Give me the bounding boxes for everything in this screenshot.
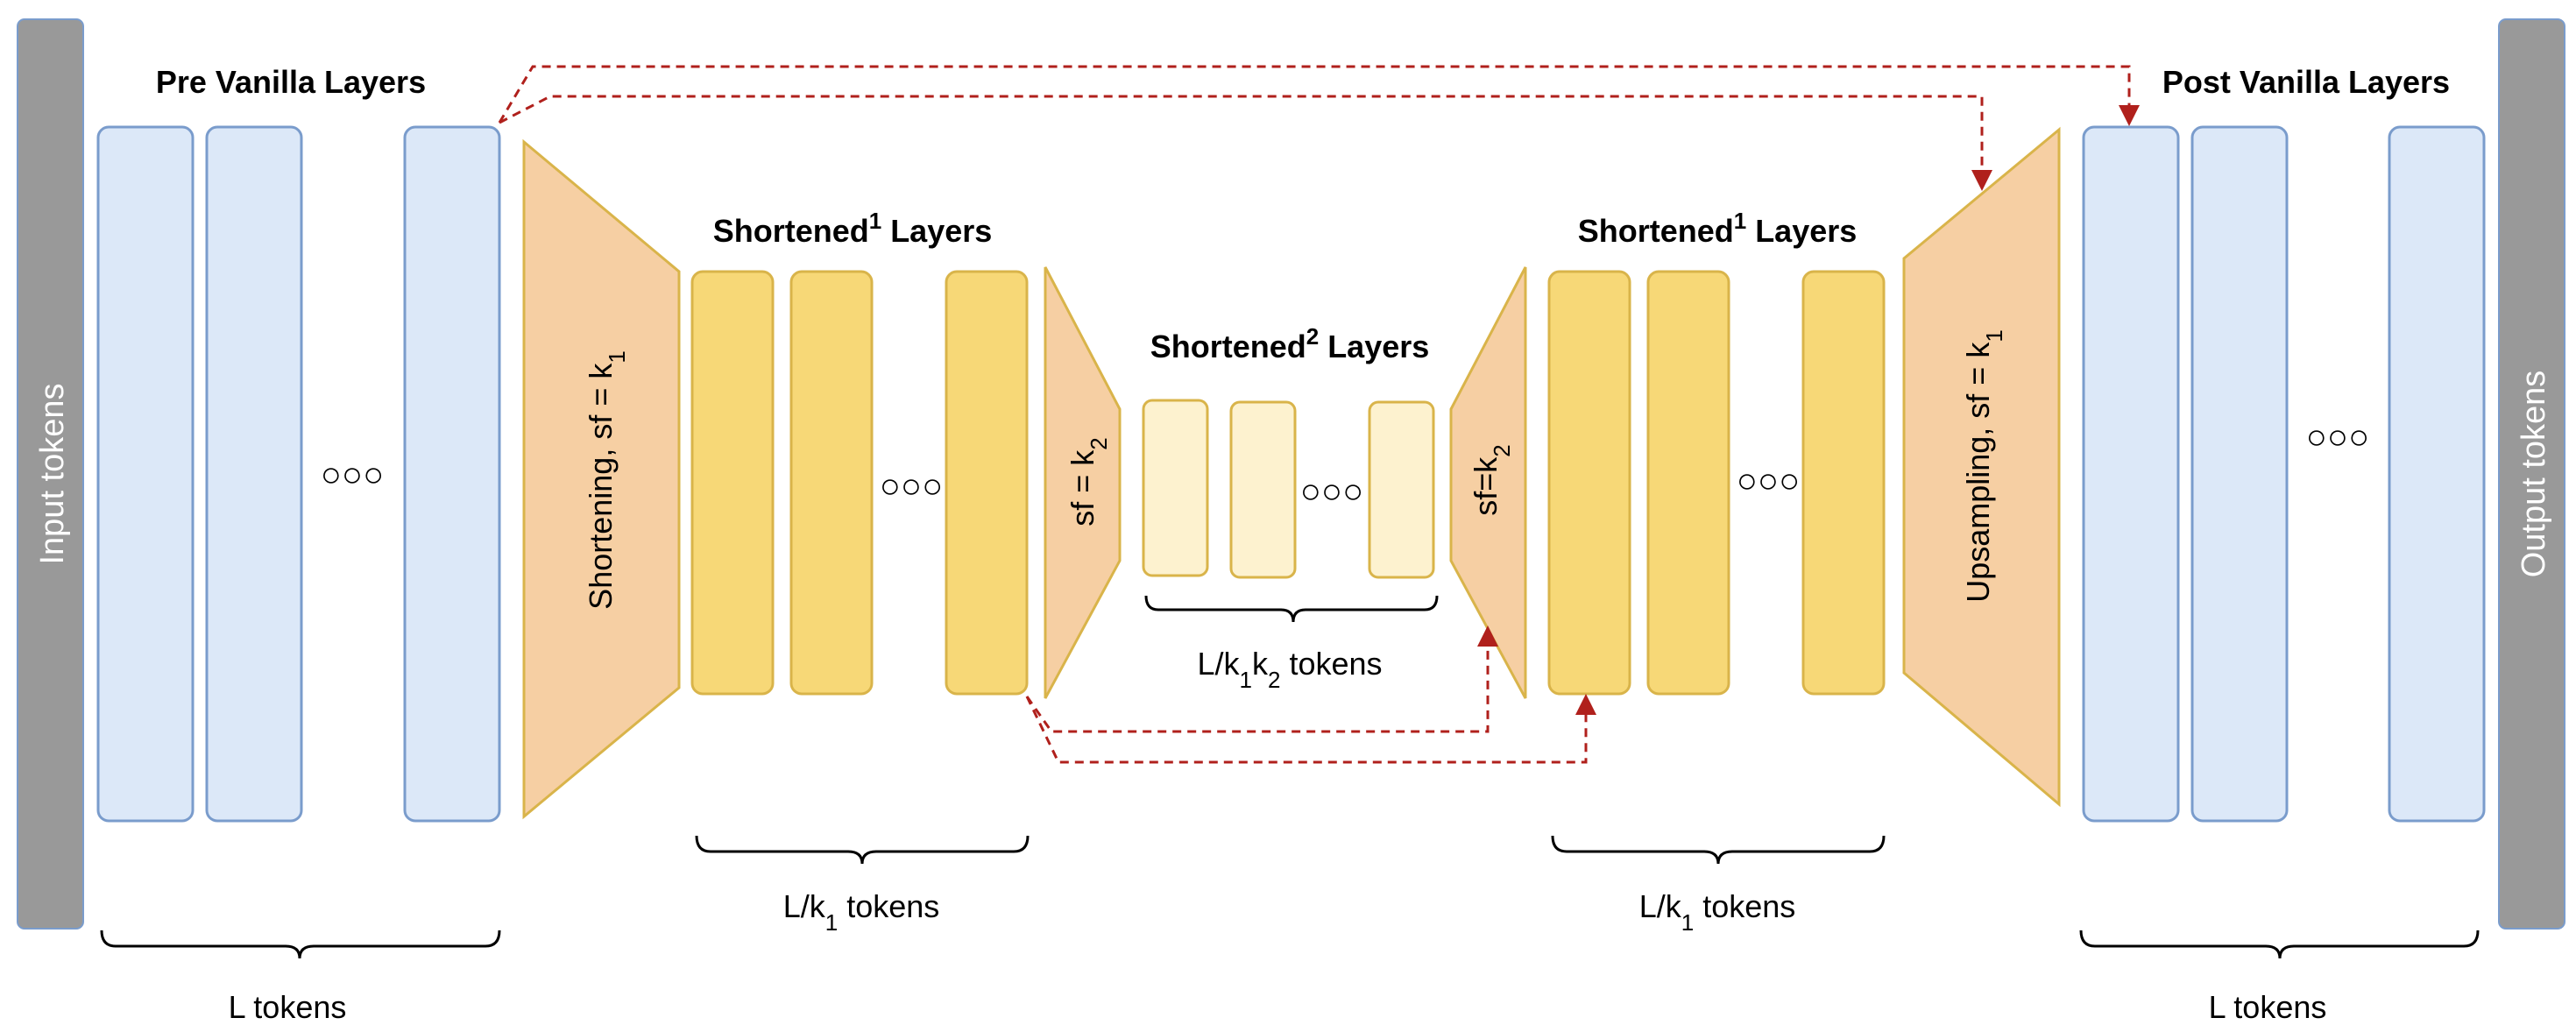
shortened1-left-ellipsis: ○○○ [880,467,943,505]
sf-k2-up-block [1449,266,1527,699]
sf-k2-down-block [1044,266,1122,699]
lk1k2-tokens-label: L/k1k2 tokens [1197,646,1382,693]
input-tokens-bar [17,18,84,930]
shortened2-layer [1368,400,1435,579]
upsampling-label: Upsampling, sf = k1 [1960,329,2007,603]
shortened1-layer [1646,270,1730,696]
shortened2-layer [1229,400,1297,579]
post-vanilla-layer [2388,125,2486,823]
skip-connection-inner [499,95,1992,191]
l-tokens-left-label: L tokens [229,989,347,1025]
shortened1-left-title: Shortened1 Layers [713,208,993,249]
shortened1-right-ellipsis: ○○○ [1737,462,1800,500]
brace-l-right [2079,930,2480,959]
shortened1-layer [945,270,1029,696]
post-vanilla-layer [2190,125,2289,823]
shortened1-layer [1801,270,1886,696]
sf-k2-up-label: sf=k2 [1468,444,1515,516]
shortened1-right-title: Shortened1 Layers [1578,208,1858,249]
shortened2-title: Shortened2 Layers [1150,323,1430,364]
brace-lk1k2 [1144,595,1439,623]
brace-lk1-right [1551,835,1886,865]
upsampling-block [1902,126,2061,808]
shortened1-layer [690,270,775,696]
skip-connection-outer [498,65,2140,126]
shortening-label: Shortening, sf = k1 [583,350,630,610]
shortened2-ellipsis: ○○○ [1300,472,1363,511]
shortening-block [522,138,681,820]
pre-vanilla-layer [205,125,303,823]
post-vanilla-ellipsis: ○○○ [2306,418,2369,456]
sf-k2-down-label: sf = k2 [1065,437,1112,527]
pre-vanilla-title: Pre Vanilla Layers [156,64,426,100]
pre-vanilla-ellipsis: ○○○ [321,456,384,494]
pre-vanilla-layer [96,125,195,823]
output-tokens-label: Output tokens [2516,371,2552,578]
brace-lk1-left [695,835,1030,865]
post-vanilla-layer [2082,125,2180,823]
lk1-tokens-right-label: L/k1 tokens [1639,888,1796,936]
l-tokens-right-label: L tokens [2209,989,2327,1025]
input-tokens-label: Input tokens [34,383,71,564]
shortened1-layer [789,270,874,696]
shortened2-layer [1142,399,1209,577]
output-tokens-bar [2498,18,2565,930]
skip-connection-short1-outer [1025,694,1596,764]
post-vanilla-title: Post Vanilla Layers [2162,64,2450,100]
pre-vanilla-layer [403,125,501,823]
lk1-tokens-left-label: L/k1 tokens [783,888,940,936]
shortened1-layer [1547,270,1631,696]
brace-l-left [100,930,501,959]
skip-connection-short1-inner [1025,626,1498,733]
